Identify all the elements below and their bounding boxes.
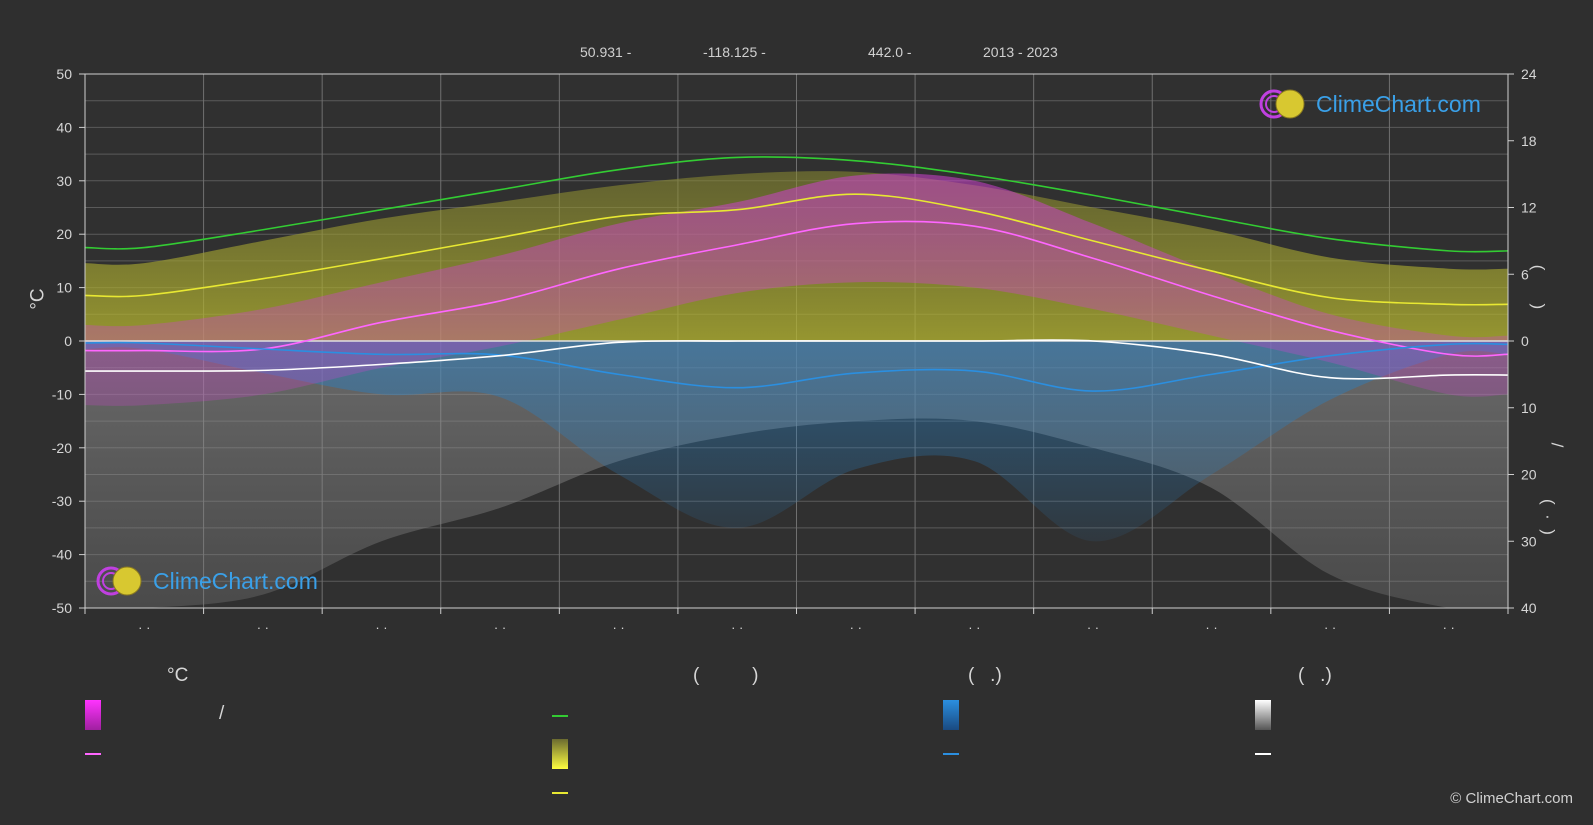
left-tick-label: 10: [56, 280, 72, 296]
right-lower-tick-label: 30: [1521, 533, 1537, 549]
left-tick-label: -20: [52, 440, 72, 456]
header-longitude: -118.125 -: [703, 44, 766, 60]
right-axis-title-upper: ( ): [1529, 264, 1549, 310]
logo-top-name: ClimeChart.com: [1316, 90, 1481, 117]
left-tick-label: 50: [56, 66, 72, 82]
rain-band: [85, 341, 1508, 542]
month-label: · ·: [1087, 620, 1099, 635]
month-label: · ·: [1443, 620, 1455, 635]
month-label: · ·: [850, 620, 862, 635]
legend-head-rain: ( .): [968, 665, 1002, 686]
month-label: · ·: [731, 620, 743, 635]
month-label: · ·: [612, 620, 624, 635]
legend-head-temperature: °C: [167, 665, 189, 686]
left-tick-label: -10: [52, 386, 72, 402]
month-label: · ·: [375, 620, 387, 635]
logo-bottom: ClimeChart.com: [95, 565, 318, 597]
legend-head-sunshine: ( ): [693, 665, 759, 686]
month-label: · ·: [138, 620, 150, 635]
temperature-range-band: [85, 173, 1508, 406]
left-axis-title: °C: [27, 288, 49, 310]
header-years: 2013 - 2023: [983, 44, 1058, 60]
left-tick-label: 0: [64, 333, 72, 349]
data-lines: [85, 156, 1508, 392]
left-tick-label: -30: [52, 493, 72, 509]
temp_mean-line: [85, 220, 1508, 357]
month-label: · ·: [1324, 620, 1336, 635]
legend-head-snow: ( .): [1298, 665, 1332, 686]
rain-line: [85, 341, 1508, 392]
header-elevation: 442.0 -: [868, 44, 912, 60]
sunshine-line: [85, 193, 1508, 306]
left-tick-label: 20: [56, 226, 72, 242]
right-lower-tick-label: 20: [1521, 467, 1537, 483]
left-tick-label: -50: [52, 600, 72, 616]
logo-bottom-name: ClimeChart.com: [153, 567, 318, 594]
month-label: · ·: [1205, 620, 1217, 635]
daylight-line: [85, 156, 1508, 253]
right-lower-tick-label: 10: [1521, 400, 1537, 416]
month-label: · ·: [257, 620, 269, 635]
left-tick-label: 40: [56, 119, 72, 135]
header-latitude: 50.931 -: [580, 44, 632, 60]
legend-swatches: [85, 700, 1271, 794]
legend-rain-range-swatch: [943, 700, 959, 730]
climechart-logo-icon: [96, 566, 142, 596]
left-tick-label: -40: [52, 547, 72, 563]
legend-temp-range-label: /: [219, 703, 225, 724]
month-label: · ·: [968, 620, 980, 635]
copyright: © ClimeChart.com: [1450, 790, 1573, 807]
left-tick-label: 30: [56, 173, 72, 189]
month-label: · ·: [494, 620, 506, 635]
right-upper-tick-label: 24: [1521, 66, 1537, 82]
axes: 50 40 30 20 10 0 -10 -20 -30 -40 -50 24 18 12 6 0 10 20 30…: [52, 66, 1537, 635]
right-upper-tick-label: 6: [1521, 266, 1529, 282]
climechart-logo-icon: [1259, 89, 1305, 119]
data-bands: [85, 171, 1508, 608]
right-upper-tick-label: 12: [1521, 200, 1537, 216]
right-axis-title-lower-a: /: [1547, 442, 1567, 448]
legend-sunshine-range-swatch: [552, 739, 568, 769]
snow-line: [85, 339, 1508, 380]
right-lower-tick-label: 40: [1521, 600, 1537, 616]
logo-top: ClimeChart.com: [1258, 88, 1481, 120]
legend-temp-range-swatch: [85, 700, 101, 730]
right-axis-title-lower-b: ( · ): [1538, 499, 1558, 535]
legend-snow-range-swatch: [1255, 700, 1271, 730]
right-upper-tick-label: 0: [1521, 333, 1529, 349]
right-upper-tick-label: 18: [1521, 133, 1537, 149]
